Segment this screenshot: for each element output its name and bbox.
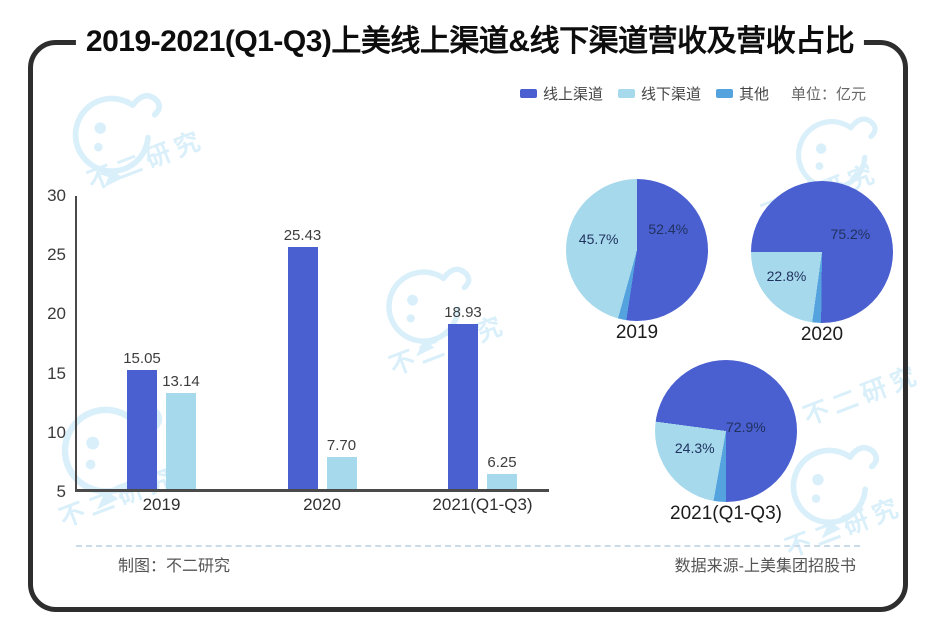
bar-group: 15.05 13.14 2019 xyxy=(123,196,200,514)
legend-items: 线上渠道 线下渠道 其他 xyxy=(519,83,769,104)
bar-group: 18.93 6.25 2021(Q1-Q3) xyxy=(432,196,532,514)
bar-value-label: 13.14 xyxy=(162,372,200,390)
pie-2019: 52.4% 45.7% 2019 xyxy=(566,179,708,343)
bar-value-label: 7.70 xyxy=(326,437,357,454)
page-title: 2019-2021(Q1-Q3)上美线上渠道&线下渠道营收及营收占比 xyxy=(75,23,865,61)
legend-item: 线下渠道 xyxy=(617,83,701,104)
pie-caption: 2021(Q1-Q3) xyxy=(670,503,782,524)
bar-group: 25.43 7.70 2020 xyxy=(284,196,357,514)
legend-label: 其他 xyxy=(738,86,769,103)
pie-2021(Q1-Q3): 72.9% 24.3% 2021(Q1-Q3) xyxy=(655,360,797,524)
legend-swatch-icon xyxy=(715,89,733,98)
pie-2020: 75.2% 22.8% 2020 xyxy=(751,181,893,345)
bar-value-label: 25.43 xyxy=(283,227,322,245)
legend-item: 其他 xyxy=(715,83,769,104)
y-tick-label: 20 xyxy=(47,304,66,324)
footer-divider xyxy=(76,545,860,547)
pie-circle xyxy=(751,181,893,323)
legend-label: 线下渠道 xyxy=(640,86,701,103)
x-axis-label: 2021(Q1-Q3) xyxy=(432,495,533,514)
legend-swatch-icon xyxy=(519,89,537,98)
bar-线上渠道-2020 xyxy=(287,247,318,489)
unit-label: 单位：亿元 xyxy=(790,86,866,103)
credit-text: 制图：不二研究 xyxy=(118,558,231,575)
y-tick-label: 15 xyxy=(47,363,66,383)
source-text: 数据来源-上美集团招股书 xyxy=(674,558,856,575)
pie-slice-label: 45.7% xyxy=(578,230,619,247)
x-axis-label: 2020 xyxy=(303,495,341,514)
pie-slice-label: 22.8% xyxy=(766,268,807,285)
bar-value-label: 18.93 xyxy=(444,304,482,322)
pie-circle xyxy=(655,360,797,502)
y-tick-label: 10 xyxy=(47,422,66,442)
pie-circle xyxy=(566,179,708,321)
y-tick-label: 25 xyxy=(47,245,66,265)
bar-线上渠道-2019 xyxy=(127,370,157,489)
bar-value-label: 6.25 xyxy=(487,454,517,472)
bar-线下渠道-2021(Q1-Q3) xyxy=(487,474,517,489)
pie-slice-label: 72.9% xyxy=(726,418,766,435)
pie-slice-label: 52.4% xyxy=(648,220,689,237)
legend-swatch-icon xyxy=(617,89,635,98)
pie-caption: 2019 xyxy=(615,322,659,343)
bar-plot: 15.05 13.14 2019 25.43 7.70 2020 18.93 6.25 2021… xyxy=(75,196,549,514)
legend-item: 线上渠道 xyxy=(519,83,603,104)
legend: 线上渠道 线下渠道 其他 单位：亿元 xyxy=(519,83,866,104)
legend-label: 线上渠道 xyxy=(542,86,603,103)
bar-线下渠道-2020 xyxy=(326,457,357,489)
y-tick-label: 5 xyxy=(56,482,66,501)
bar-线下渠道-2019 xyxy=(166,392,196,489)
y-tick-label: 30 xyxy=(47,186,66,205)
pie-slice-label: 24.3% xyxy=(674,440,715,457)
pie-slice-label: 75.2% xyxy=(830,225,871,242)
bar-线上渠道-2021(Q1-Q3) xyxy=(448,324,478,489)
x-axis-label: 2019 xyxy=(142,495,181,514)
bar-value-label: 15.05 xyxy=(123,350,161,367)
pie-caption: 2020 xyxy=(800,324,844,345)
